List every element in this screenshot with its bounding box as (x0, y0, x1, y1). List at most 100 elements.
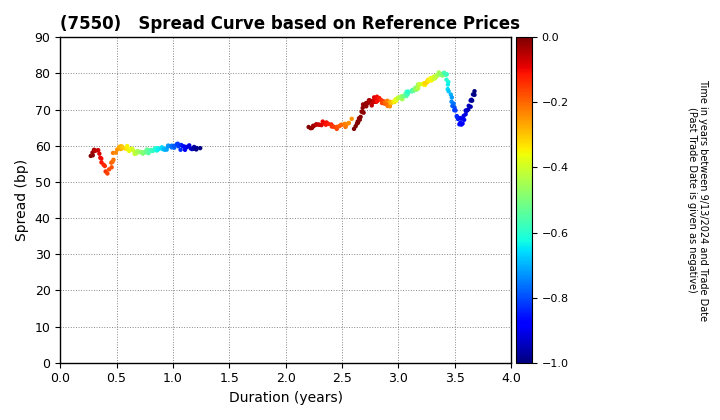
Point (172, 140, 184, 147)
Text: (7550)   Spread Curve based on Reference Prices: (7550) Spread Curve based on Reference P… (60, 15, 521, 33)
Point (325, 121, 337, 128)
Point (107, 150, 119, 156)
Point (194, 145, 206, 152)
Point (343, 120, 354, 127)
Point (460, 111, 472, 118)
Point (438, 70, 450, 76)
Point (446, 94, 458, 101)
Point (414, 81, 426, 88)
Point (364, 98, 376, 105)
Point (115, 143, 127, 150)
Point (401, 88, 413, 95)
Point (307, 122, 319, 129)
Point (408, 87, 419, 93)
Point (163, 142, 174, 149)
Point (87, 152, 99, 159)
Point (465, 97, 477, 104)
Point (462, 107, 473, 113)
Point (368, 99, 379, 105)
Point (168, 143, 180, 150)
Point (188, 145, 199, 152)
Point (98, 161, 109, 168)
Point (423, 76, 434, 83)
Point (191, 146, 202, 153)
Point (419, 80, 431, 87)
Point (357, 105, 369, 111)
Point (310, 121, 322, 128)
Point (419, 81, 431, 88)
Point (413, 85, 424, 92)
Point (316, 122, 328, 129)
Point (366, 99, 378, 106)
Point (433, 71, 445, 78)
Point (418, 81, 429, 88)
Point (435, 71, 446, 78)
Point (191, 144, 202, 151)
Point (460, 107, 472, 114)
Point (94, 150, 105, 157)
Point (355, 113, 366, 120)
Point (335, 122, 346, 129)
Point (446, 102, 458, 109)
Point (100, 168, 112, 175)
Point (312, 121, 324, 128)
Point (449, 104, 460, 111)
Point (442, 81, 454, 88)
Point (380, 100, 392, 107)
Point (364, 97, 376, 104)
Point (99, 163, 111, 169)
Point (451, 113, 463, 120)
Point (356, 108, 367, 115)
Point (333, 123, 345, 129)
Point (140, 149, 151, 155)
Point (357, 101, 369, 108)
Point (354, 116, 366, 123)
Point (319, 120, 330, 127)
Point (414, 81, 426, 88)
Point (317, 118, 328, 125)
Point (112, 146, 123, 153)
Point (390, 97, 402, 104)
Point (185, 145, 197, 152)
Point (158, 145, 170, 152)
Point (407, 87, 418, 93)
Point (303, 123, 315, 130)
Point (159, 146, 171, 153)
Point (397, 93, 409, 100)
Point (151, 147, 163, 154)
Point (348, 126, 360, 132)
Point (410, 86, 421, 92)
Point (179, 147, 191, 153)
Point (358, 109, 369, 116)
Point (467, 97, 478, 104)
Point (323, 121, 334, 127)
Point (350, 123, 361, 129)
Point (177, 143, 189, 150)
Point (419, 80, 431, 87)
Point (454, 119, 466, 126)
Point (96, 155, 107, 162)
Point (406, 88, 418, 95)
Point (114, 144, 125, 150)
Point (89, 147, 101, 154)
Point (352, 119, 364, 126)
Point (89, 147, 100, 153)
Point (377, 99, 388, 105)
Point (328, 123, 340, 130)
Point (384, 99, 396, 105)
Point (175, 147, 186, 153)
Point (156, 144, 168, 151)
Point (366, 102, 377, 109)
Point (106, 159, 117, 166)
Point (314, 121, 325, 128)
Point (448, 100, 459, 107)
Point (454, 115, 466, 121)
Point (385, 100, 397, 106)
Point (458, 113, 469, 119)
Point (372, 97, 383, 103)
Point (456, 121, 467, 128)
Point (161, 146, 172, 153)
Point (363, 97, 374, 104)
Point (410, 84, 421, 91)
Point (117, 143, 128, 150)
